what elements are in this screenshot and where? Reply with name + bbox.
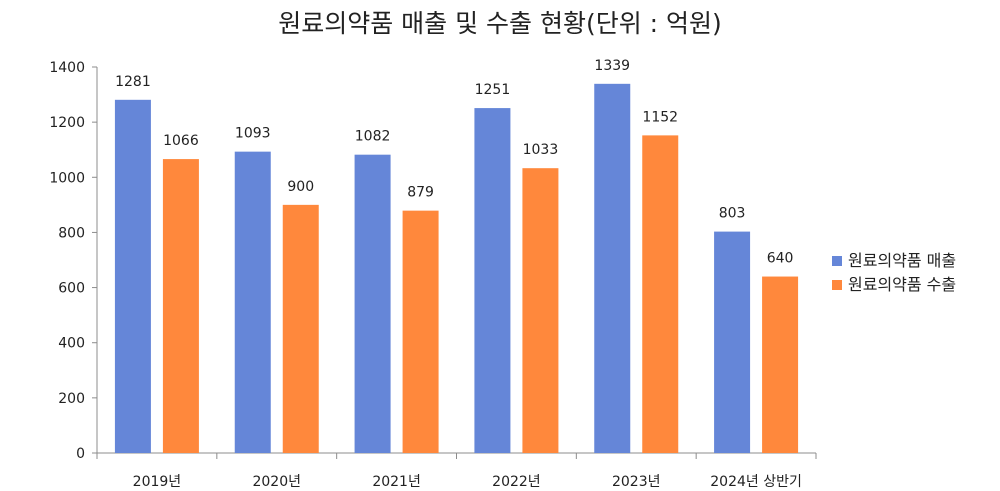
data-label: 640 [767, 251, 794, 267]
legend-label: 원료의약품 수출 [848, 275, 956, 294]
bar-series-1 [354, 154, 391, 454]
x-tick-label: 2021년 [372, 474, 421, 490]
x-tick-label: 2023년 [612, 474, 661, 490]
bar-series-1 [114, 99, 151, 453]
chart-title: 원료의약품 매출 및 수출 현황(단위 : 억원) [278, 9, 722, 38]
data-label: 900 [287, 179, 314, 195]
y-tick-label: 1000 [49, 170, 85, 186]
bar-series-1 [474, 108, 511, 454]
x-tick-label: 2022년 [492, 474, 541, 490]
bars [114, 83, 799, 454]
y-tick-label: 400 [58, 336, 85, 352]
data-label: 1339 [594, 58, 630, 74]
bar-series-1 [234, 151, 271, 453]
bar-series-2 [282, 204, 319, 453]
bar-series-2 [762, 276, 799, 453]
bar-series-2 [642, 135, 679, 453]
data-label: 1152 [642, 109, 678, 125]
data-label: 1033 [523, 142, 559, 158]
x-tick-label: 2020년 [252, 474, 301, 490]
legend-swatch [832, 256, 842, 266]
y-tick-label: 200 [58, 391, 85, 407]
data-label: 1281 [115, 74, 151, 90]
y-tick-label: 800 [58, 225, 85, 241]
legend-swatch [832, 280, 842, 290]
x-tick-label: 2019년 [133, 474, 182, 490]
legend-label: 원료의약품 매출 [848, 251, 956, 270]
data-label: 1082 [355, 129, 391, 145]
y-tick-label: 0 [76, 446, 85, 462]
y-tick-label: 1200 [49, 115, 85, 131]
bar-series-2 [162, 159, 199, 454]
bar-series-1 [594, 83, 631, 453]
bar-series-2 [402, 210, 439, 453]
data-label: 1251 [475, 82, 511, 98]
y-tick-label: 1400 [49, 60, 85, 76]
data-label: 879 [407, 185, 434, 201]
data-label: 803 [719, 206, 746, 222]
axes: 0 200 400 600 800 1000 1200 1400 2019년 2020년 2021년… [49, 60, 817, 490]
data-labels: 1281 1093 1082 1251 1339 803 1066 900 879 1033 115… [115, 58, 793, 267]
bar-series-2 [522, 168, 559, 454]
y-tick-label: 600 [58, 281, 85, 297]
x-tick-label: 2024년 상반기 [710, 474, 802, 490]
data-label: 1093 [235, 126, 271, 142]
data-label: 1066 [163, 133, 199, 149]
bar-series-1 [714, 231, 751, 453]
